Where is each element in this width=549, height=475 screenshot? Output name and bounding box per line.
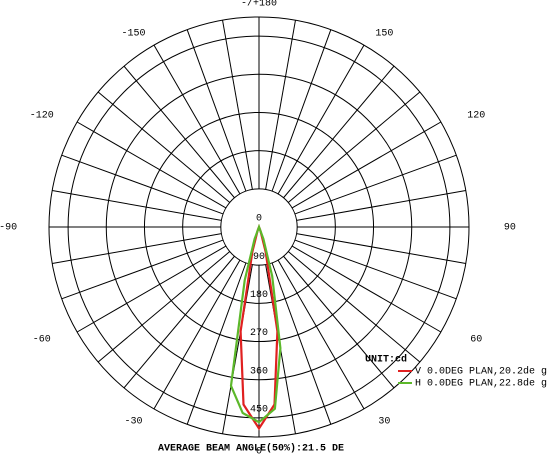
minor-spoke: [222, 20, 253, 190]
minor-spoke: [296, 233, 466, 264]
spoke: [76, 245, 227, 333]
r-tick-label: 0: [256, 214, 262, 225]
minor-spoke: [222, 264, 253, 434]
minor-spoke: [283, 255, 395, 389]
theta-tick-label: -30: [125, 417, 143, 428]
theta-tick-label: -120: [30, 111, 54, 122]
r-tick-label: 450: [250, 405, 268, 416]
minor-spoke: [265, 20, 296, 190]
minor-spoke: [296, 190, 466, 221]
theta-tick-label: -/+180: [241, 0, 277, 10]
minor-spoke: [287, 251, 421, 363]
minor-spoke: [294, 239, 457, 300]
theta-tick-label: 120: [467, 111, 485, 122]
spoke: [277, 44, 365, 195]
theta-tick-label: -150: [122, 29, 146, 40]
r-tick-label: 90: [253, 252, 265, 263]
minor-spoke: [97, 251, 231, 363]
spoke: [291, 245, 442, 333]
minor-spoke: [271, 29, 332, 192]
theta-tick-label: 90: [504, 223, 516, 234]
r-tick-label: 360: [250, 366, 268, 377]
spoke: [291, 121, 442, 209]
spoke: [76, 121, 227, 209]
spoke: [153, 44, 241, 195]
r-tick-label: 180: [250, 290, 268, 301]
minor-spoke: [52, 233, 222, 264]
minor-spoke: [186, 29, 247, 192]
theta-tick-label: 150: [375, 29, 393, 40]
spoke: [153, 259, 241, 410]
minor-spoke: [123, 255, 235, 389]
minor-spoke: [123, 65, 235, 199]
minor-spoke: [61, 239, 224, 300]
legend-label: H 0.0DEG PLAN,22.8de g: [415, 378, 547, 390]
minor-spoke: [97, 91, 231, 203]
theta-tick-label: 30: [378, 417, 390, 428]
spoke: [277, 259, 365, 410]
theta-tick-label: -90: [0, 223, 17, 234]
minor-spoke: [283, 65, 395, 199]
minor-spoke: [294, 154, 457, 215]
theta-tick-label: -60: [33, 335, 51, 346]
legend-title: UNIT:cd: [365, 354, 407, 366]
minor-spoke: [61, 154, 224, 215]
theta-tick-label: 0: [256, 447, 262, 458]
r-tick-label: 270: [250, 328, 268, 339]
minor-spoke: [287, 91, 421, 203]
theta-tick-label: 60: [470, 335, 482, 346]
legend-label: V 0.0DEG PLAN,20.2de g: [415, 366, 547, 378]
minor-spoke: [52, 190, 222, 221]
minor-spoke: [271, 262, 332, 425]
minor-spoke: [186, 262, 247, 425]
series-line: [229, 223, 282, 424]
footer: AVERAGE BEAM ANGLE(50%):21.5 DE: [158, 443, 344, 455]
